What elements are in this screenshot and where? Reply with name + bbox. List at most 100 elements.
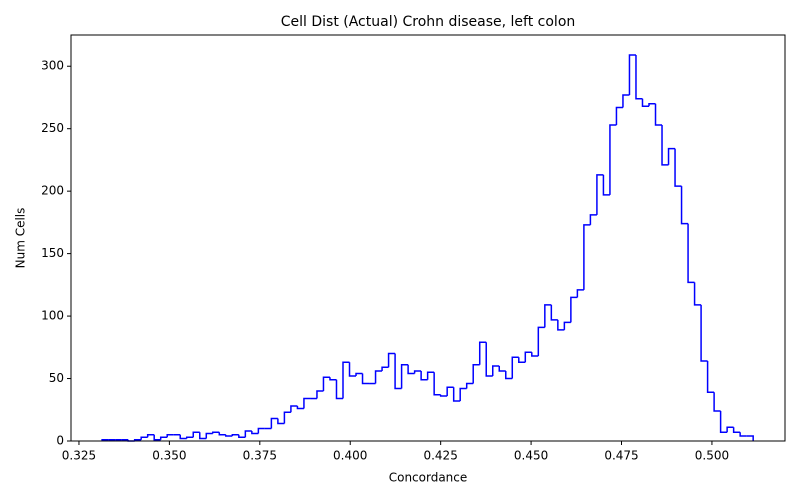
histogram-bin (570, 296, 578, 323)
histogram-bin (387, 352, 396, 368)
histogram-bin (459, 387, 467, 402)
histogram-bin (622, 94, 630, 108)
histogram-bin (303, 397, 311, 409)
x-tick-label: 0.375 (243, 449, 277, 463)
histogram-bin (719, 411, 728, 434)
y-tick-label: 300 (41, 59, 64, 73)
histogram-bin (179, 434, 187, 440)
histogram-bin (212, 431, 220, 434)
histogram-bin (238, 434, 246, 439)
histogram-bin (192, 431, 200, 438)
histogram-bin (316, 390, 324, 399)
x-tick-label: 0.450 (514, 449, 548, 463)
histogram-bin (654, 103, 663, 126)
histogram-bin (413, 370, 422, 374)
histogram-bin (687, 223, 695, 284)
histogram-bin (465, 382, 474, 389)
plot-frame (70, 34, 786, 442)
histogram-bin (231, 434, 239, 437)
histogram-bin (661, 124, 669, 166)
histogram-bin (550, 304, 558, 321)
histogram-bin (426, 371, 435, 380)
histogram-bin (335, 379, 343, 400)
histogram-bin (498, 366, 506, 372)
chart-title: Cell Dist (Actual) Crohn disease, left c… (281, 14, 576, 30)
x-axis-label: Concordance (389, 471, 468, 485)
histogram-bin (628, 54, 636, 95)
histogram-bin (589, 214, 597, 225)
histogram-bin (270, 417, 278, 429)
histogram-bin (576, 289, 584, 298)
histogram-bin (374, 370, 383, 384)
y-tick-label: 0 (56, 434, 64, 448)
histogram-bin (648, 102, 656, 107)
histogram-bin (283, 411, 291, 424)
histogram-bin (485, 342, 493, 377)
histogram-bin (518, 357, 526, 364)
histogram-bin (641, 98, 649, 107)
histogram-bin (505, 371, 513, 380)
histogram-bin (491, 365, 500, 377)
y-tick-label: 200 (41, 184, 64, 198)
histogram-bin (244, 430, 252, 438)
histogram-bin (531, 352, 539, 357)
histogram-bin (706, 361, 715, 394)
histogram-bin (185, 436, 194, 439)
y-tick-label: 100 (41, 309, 64, 323)
histogram-bin (680, 186, 689, 225)
histogram-bin (257, 427, 265, 434)
histogram-bin (478, 341, 487, 365)
histogram-bin (348, 362, 357, 377)
histogram-bin (713, 392, 721, 412)
histogram-bin (420, 371, 428, 381)
histogram-bin (700, 304, 708, 362)
histogram-bin (153, 434, 161, 441)
histogram-bin (524, 351, 532, 363)
histogram-bin (290, 405, 298, 413)
x-tick-label: 0.500 (695, 449, 729, 463)
histogram-bin (218, 432, 226, 436)
histogram-bin (635, 54, 643, 100)
histogram-bin (159, 436, 168, 440)
x-tick-label: 0.400 (333, 449, 367, 463)
histogram-bin (596, 174, 604, 215)
histogram-bin (615, 106, 623, 125)
histogram-bin (199, 432, 207, 440)
histogram-bin (446, 386, 454, 397)
histogram-bin (205, 432, 213, 439)
x-tick-label: 0.475 (604, 449, 638, 463)
histogram-bin (739, 432, 747, 437)
histogram-bin (251, 431, 259, 435)
y-tick-label: 150 (41, 246, 64, 260)
y-tick-label: 50 (49, 371, 64, 385)
histogram-bin (296, 406, 304, 410)
histogram-bin (394, 353, 402, 390)
histogram-bin (277, 418, 285, 425)
histogram-bin (140, 436, 148, 440)
histogram-bin (452, 387, 461, 402)
x-tick-label: 0.425 (423, 449, 457, 463)
histogram-bin (726, 426, 734, 433)
histogram-bin (381, 366, 389, 372)
histogram-bin (583, 224, 591, 290)
histogram-bin (342, 361, 350, 399)
histogram-bin (544, 304, 552, 328)
histogram-bin (407, 364, 415, 375)
histogram-bin (433, 372, 441, 396)
histogram-bin (602, 174, 610, 196)
histogram-bin (537, 326, 545, 357)
histogram-bin (361, 373, 370, 385)
histogram-bin (322, 376, 330, 392)
x-tick-label: 0.325 (62, 449, 96, 463)
histogram-bin (400, 364, 409, 389)
histogram-bin (472, 364, 480, 384)
histogram-bin (732, 427, 741, 434)
histogram-bin (355, 372, 363, 377)
y-tick-label: 250 (41, 121, 64, 135)
histogram-bin (439, 394, 448, 397)
histogram-bin (225, 434, 233, 437)
histogram-bin (329, 377, 337, 381)
histogram-bin (563, 321, 571, 330)
histogram-bin (557, 319, 565, 331)
